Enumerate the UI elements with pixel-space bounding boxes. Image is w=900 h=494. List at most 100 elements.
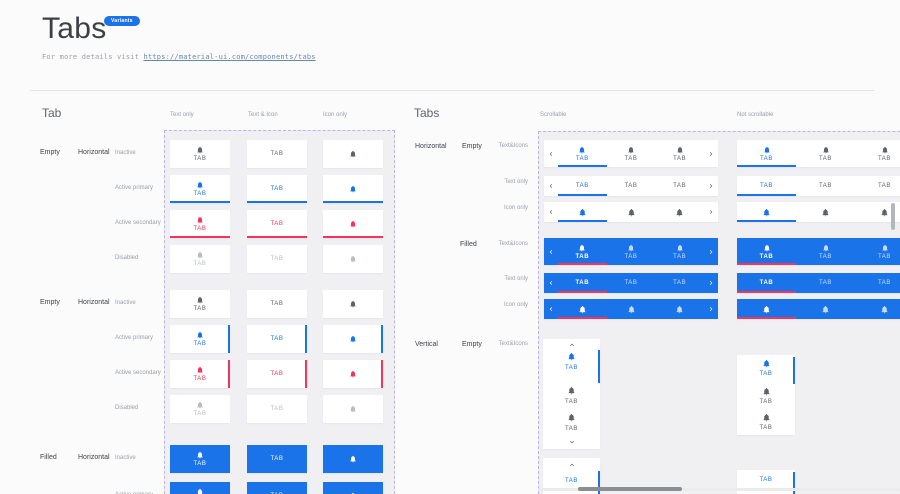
tab-texticon[interactable]: TAB: [737, 140, 796, 167]
horizontal-scrollbar-thumb[interactable]: [578, 487, 682, 491]
vertical-tab-icon[interactable]: [543, 386, 600, 395]
tab-texticon[interactable]: TAB: [170, 325, 230, 353]
tab-text[interactable]: TAB: [796, 273, 855, 293]
tab-texticon[interactable]: TAB: [170, 395, 230, 423]
tab-icon[interactable]: [855, 299, 900, 319]
vertical-scrollbar-thumb[interactable]: [891, 203, 895, 230]
tab-text[interactable]: TAB: [558, 273, 607, 293]
tab-text[interactable]: TAB: [247, 210, 307, 238]
vertical-tab-icon[interactable]: [737, 387, 795, 396]
chevron-right-icon[interactable]: [704, 305, 718, 313]
tab-icon[interactable]: [737, 202, 796, 222]
vertical-tab-text[interactable]: TAB: [737, 425, 795, 431]
tab-texticon[interactable]: TAB: [558, 238, 607, 265]
chevron-left-icon[interactable]: [544, 279, 558, 287]
tab-icon[interactable]: [323, 395, 383, 423]
chevron-up-icon[interactable]: [543, 461, 600, 469]
chevron-down-icon[interactable]: [543, 438, 600, 446]
tab-icon[interactable]: [323, 140, 383, 168]
tab-text[interactable]: TAB: [655, 176, 704, 196]
tab-text[interactable]: TAB: [655, 273, 704, 293]
tab-icon[interactable]: [796, 202, 855, 222]
chevron-right-icon[interactable]: [704, 182, 718, 190]
chevron-right-icon[interactable]: [704, 248, 718, 256]
tab-icon[interactable]: [855, 202, 900, 222]
tab-texticon[interactable]: TAB: [170, 140, 230, 168]
tab-text[interactable]: TAB: [247, 325, 307, 353]
tab-text[interactable]: TAB: [796, 176, 855, 196]
chevron-up-icon[interactable]: [568, 461, 576, 469]
tab-text[interactable]: TAB: [247, 175, 307, 203]
tab-icon[interactable]: [655, 299, 704, 319]
vertical-tab-text[interactable]: TAB: [543, 478, 600, 484]
tab-icon[interactable]: [323, 175, 383, 203]
vertical-tab-text[interactable]: TAB: [543, 365, 600, 371]
tab-texticon[interactable]: TAB: [737, 238, 796, 265]
tab-text[interactable]: TAB: [855, 273, 900, 293]
tab-icon[interactable]: [323, 482, 383, 494]
tab-icon[interactable]: [323, 445, 383, 473]
vertical-tab-text[interactable]: TAB: [737, 371, 795, 377]
tab-texticon[interactable]: TAB: [170, 482, 230, 494]
tab-texticon[interactable]: TAB: [170, 290, 230, 318]
tab-text[interactable]: TAB: [247, 360, 307, 388]
chevron-left-icon[interactable]: [544, 248, 558, 256]
chevron-right-icon[interactable]: [704, 208, 718, 216]
tab-texticon[interactable]: TAB: [796, 238, 855, 265]
tab-icon[interactable]: [558, 202, 607, 222]
chevron-left-icon[interactable]: [544, 208, 558, 216]
tab-texticon[interactable]: TAB: [170, 360, 230, 388]
vertical-tab-icon[interactable]: [737, 413, 795, 422]
tab-icon[interactable]: [737, 299, 796, 319]
vertical-tab-text[interactable]: TAB: [737, 477, 795, 483]
tab-icon[interactable]: [323, 360, 383, 388]
tab-texticon[interactable]: TAB: [796, 140, 855, 167]
vertical-tab-icon[interactable]: [737, 359, 795, 368]
chevron-up-icon[interactable]: [543, 341, 600, 349]
chevron-right-icon[interactable]: [704, 150, 718, 158]
tab-texticon[interactable]: TAB: [655, 140, 704, 167]
tab-icon[interactable]: [323, 245, 383, 273]
chevron-down-icon[interactable]: [568, 438, 576, 446]
tab-texticon[interactable]: TAB: [170, 175, 230, 203]
tab-text[interactable]: TAB: [558, 176, 607, 196]
tab-text[interactable]: TAB: [737, 273, 796, 293]
tab-icon[interactable]: [655, 202, 704, 222]
tab-icon[interactable]: [323, 290, 383, 318]
tab-text[interactable]: TAB: [247, 482, 307, 494]
tab-text[interactable]: TAB: [247, 140, 307, 168]
tab-texticon[interactable]: TAB: [558, 140, 607, 167]
vertical-tab-icon[interactable]: [543, 413, 600, 422]
tab-texticon[interactable]: TAB: [170, 210, 230, 238]
tab-icon[interactable]: [323, 325, 383, 353]
chevron-left-icon[interactable]: [544, 150, 558, 158]
chevron-left-icon[interactable]: [544, 182, 558, 190]
tab-text[interactable]: TAB: [247, 245, 307, 273]
vertical-tab-text[interactable]: TAB: [543, 426, 600, 432]
tab-icon[interactable]: [607, 202, 656, 222]
chevron-up-icon[interactable]: [568, 341, 576, 349]
tab-text[interactable]: TAB: [607, 176, 656, 196]
tab-text[interactable]: TAB: [247, 290, 307, 318]
tab-text[interactable]: TAB: [737, 176, 796, 196]
tab-icon[interactable]: [607, 299, 656, 319]
vertical-tab-text[interactable]: TAB: [737, 399, 795, 405]
tab-texticon[interactable]: TAB: [170, 245, 230, 273]
tab-text[interactable]: TAB: [247, 395, 307, 423]
tab-text[interactable]: TAB: [607, 273, 656, 293]
tab-icon[interactable]: [323, 210, 383, 238]
material-ui-link[interactable]: https://material-ui.com/components/tabs: [143, 53, 316, 61]
tab-texticon[interactable]: TAB: [170, 445, 230, 473]
tab-icon[interactable]: [796, 299, 855, 319]
tab-texticon[interactable]: TAB: [607, 140, 656, 167]
vertical-tab-icon[interactable]: [543, 352, 600, 361]
tab-texticon[interactable]: TAB: [855, 140, 900, 167]
tab-icon[interactable]: [558, 299, 607, 319]
tab-text[interactable]: TAB: [855, 176, 900, 196]
vertical-tab-text[interactable]: TAB: [543, 399, 600, 405]
chevron-right-icon[interactable]: [704, 279, 718, 287]
tab-texticon[interactable]: TAB: [855, 238, 900, 265]
tab-texticon[interactable]: TAB: [607, 238, 656, 265]
tab-text[interactable]: TAB: [247, 445, 307, 473]
tab-texticon[interactable]: TAB: [655, 238, 704, 265]
